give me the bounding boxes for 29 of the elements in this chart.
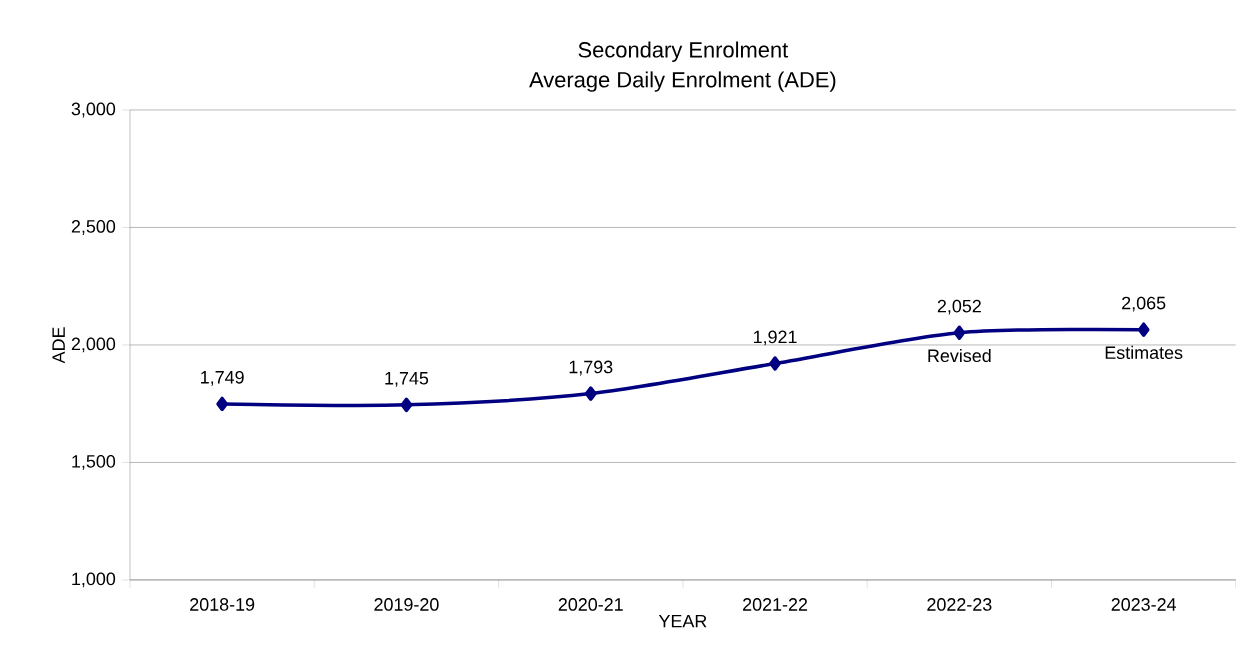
x-axis-title: YEAR — [658, 614, 707, 628]
point — [953, 325, 966, 341]
point — [584, 386, 597, 401]
y-tick-label: 3,000 — [71, 102, 116, 118]
point — [1137, 322, 1150, 337]
y-tick-label: 2,000 — [71, 337, 116, 353]
point — [400, 397, 413, 413]
data-label: 1,745 — [385, 372, 429, 387]
data-label: 1,921 — [753, 330, 797, 346]
x-tick-label: 2021-22 — [743, 598, 808, 611]
x-tick-label: 2022-23 — [927, 598, 992, 611]
chart-subtitle: Average Daily Enrolment (ADE) — [529, 71, 836, 92]
data-label: 1,793 — [569, 360, 613, 376]
data-label: 1,749 — [201, 370, 244, 386]
y-tick-label: 1,000 — [72, 572, 116, 588]
annotation: Estimates — [1105, 345, 1183, 360]
x-tick-label: 2019-20 — [374, 598, 439, 611]
x-tick-label: 2023-24 — [1111, 598, 1177, 611]
y-tick-label: 1,500 — [72, 455, 116, 470]
x-tick-label: 2018-19 — [190, 598, 255, 611]
x-tick-label: 2020-21 — [558, 598, 623, 611]
chart-title: Secondary Enrolment — [578, 41, 789, 62]
y-axis-title: ADE — [52, 327, 65, 364]
y-tick-label: 2,500 — [71, 220, 116, 235]
data-label: 2,065 — [1122, 296, 1166, 312]
point — [769, 356, 781, 371]
annotation: Revised — [928, 348, 991, 363]
point — [216, 396, 229, 412]
data-label: 2,052 — [937, 299, 981, 315]
